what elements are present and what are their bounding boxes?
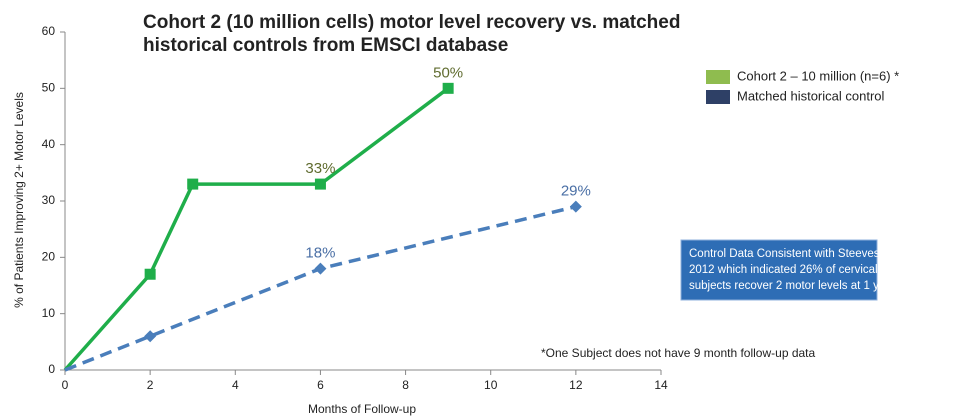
marker [144,268,156,280]
x-axis-label: Months of Follow-up [308,402,416,416]
series-line [63,86,450,372]
annotation-text: subjects recover 2 motor levels at 1 yea… [689,280,896,292]
legend-swatch [706,70,730,84]
x-tick-label: 10 [484,378,498,392]
value-label: 29% [561,183,591,200]
x-tick-label: 0 [62,378,69,392]
legend-label: Matched historical control [737,88,885,103]
y-axis-label: % of Patients Improving 2+ Motor Levels [12,92,26,308]
y-tick-label: 0 [48,362,55,376]
value-label: 33% [305,160,335,177]
legend-swatch [706,90,730,104]
x-tick-label: 2 [147,378,154,392]
marker [314,178,326,190]
marker [569,200,582,213]
y-tick-label: 60 [42,24,56,38]
marker [187,178,199,190]
annotation-box [680,239,878,301]
y-tick-label: 40 [42,137,56,151]
value-label: 50% [433,64,463,81]
x-tick-label: 4 [232,378,239,392]
marker [442,82,454,94]
chart-title: Cohort 2 (10 million cells) motor level … [143,12,680,33]
annotation-text: Control Data Consistent with Steeves et … [689,248,904,260]
marker [144,330,157,343]
series-line [64,204,577,372]
footnote: *One Subject does not have 9 month follo… [541,346,816,360]
chart-title: historical controls from EMSCI database [143,35,508,56]
x-tick-label: 6 [317,378,324,392]
y-tick-label: 50 [42,81,56,95]
legend-label: Cohort 2 – 10 million (n=6) * [737,68,899,83]
value-label: 18% [305,245,335,262]
y-tick-label: 10 [42,306,56,320]
x-tick-label: 12 [569,378,583,392]
annotation-text: 2012 which indicated 26% of cervical AIS… [689,264,911,276]
x-tick-label: 8 [402,378,409,392]
x-tick-label: 14 [654,378,668,392]
y-tick-label: 20 [42,250,56,264]
marker [314,262,327,275]
y-tick-label: 30 [42,193,56,207]
